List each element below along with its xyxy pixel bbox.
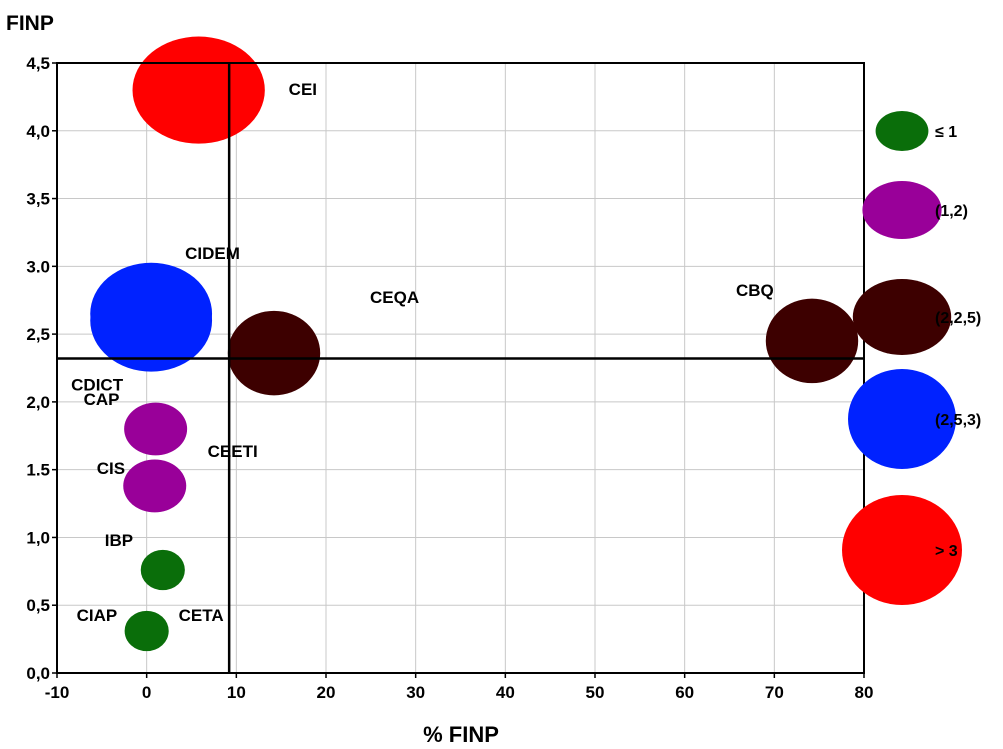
y-tick-label: 3,5 (26, 190, 50, 209)
point-label-cei: CEI (289, 80, 317, 99)
y-tick-label: 4,5 (26, 54, 50, 73)
x-tick-label: 20 (317, 683, 336, 702)
y-tick-label: 3.0 (26, 257, 50, 276)
y-tick-label: 0,0 (26, 664, 50, 683)
x-tick-label: 60 (675, 683, 694, 702)
x-tick-label: 0 (142, 683, 151, 702)
bubble-cbq (765, 298, 859, 384)
y-tick-label: 1,0 (26, 528, 50, 547)
bubble-cis (123, 459, 187, 513)
legend-label-1to2: (1,2) (935, 203, 968, 220)
legend-bubble-le1 (875, 111, 929, 151)
point-label-cap: CAP (84, 390, 120, 409)
point-label-cdict: CDICT (71, 376, 124, 395)
y-tick-label: 4,0 (26, 122, 50, 141)
x-tick-label: 50 (586, 683, 605, 702)
point-label-ceta: CETA (179, 606, 224, 625)
bubble-ciap (124, 610, 169, 652)
legend-bubble-2to2_5 (852, 279, 952, 355)
x-tick-label: -10 (45, 683, 70, 702)
x-tick-label: 70 (765, 683, 784, 702)
bubbles (90, 36, 859, 652)
point-label-ceqa: CEQA (370, 288, 419, 307)
legend-bubble-2_5to3 (848, 369, 956, 469)
y-tick-label: 0,5 (26, 596, 50, 615)
y-tick-label: 2,0 (26, 393, 50, 412)
point-labels: CEI CIDEM CDICT CEQA CBQ CAP CEETI CIS IBP CIAP CE… (71, 80, 774, 625)
legend-label-gt3: > 3 (935, 543, 958, 560)
legend: ≤ 1 (1,2) (2,2,5) (2,5,3) > 3 (842, 111, 981, 605)
x-tick-labels: -10 0 10 20 30 40 50 60 70 80 (45, 673, 874, 702)
legend-bubble-gt3 (842, 495, 962, 605)
plot-area-border (56, 62, 865, 674)
bubble-cdict (90, 269, 213, 372)
x-tick-label: 30 (406, 683, 425, 702)
bubble-cap (124, 402, 188, 456)
y-tick-labels: 0,0 0,5 1,0 1.5 2,0 2,5 3.0 3,5 4,0 4,5 (26, 54, 57, 683)
point-label-cbq: CBQ (736, 281, 774, 300)
point-label-ciap: CIAP (77, 606, 118, 625)
y-axis-title: FINP (6, 12, 54, 35)
legend-label-2to2_5: (2,2,5) (935, 310, 981, 327)
y-tick-label: 1.5 (26, 461, 50, 480)
bubble-cei (132, 36, 265, 144)
legend-label-le1: ≤ 1 (935, 124, 957, 141)
x-tick-label: 10 (227, 683, 246, 702)
x-axis-title: % FINP (423, 722, 499, 747)
point-label-ibp: IBP (105, 531, 133, 550)
x-tick-label: 80 (855, 683, 874, 702)
y-tick-label: 2,5 (26, 325, 50, 344)
point-label-ceeti: CEETI (208, 442, 258, 461)
bubble-ceqa (227, 310, 321, 396)
x-tick-label: 40 (496, 683, 515, 702)
reference-lines (57, 63, 864, 673)
legend-bubble-1to2 (862, 181, 942, 239)
legend-label-2_5to3: (2,5,3) (935, 412, 981, 429)
point-label-cidem: CIDEM (185, 244, 240, 263)
point-label-cis: CIS (97, 459, 125, 478)
plot-frame (56, 62, 865, 674)
bubble-ibp (140, 549, 185, 591)
